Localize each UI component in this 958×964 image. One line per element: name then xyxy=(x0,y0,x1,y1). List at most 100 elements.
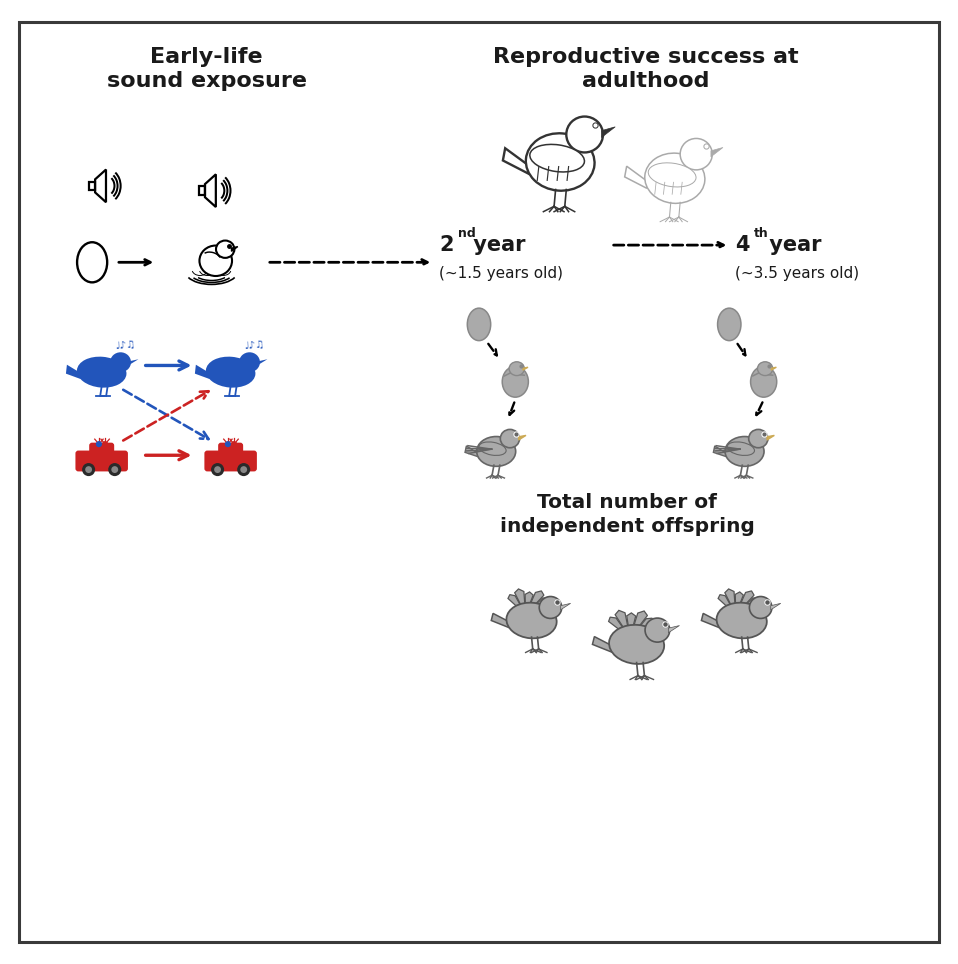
Circle shape xyxy=(96,442,103,447)
Circle shape xyxy=(238,463,250,476)
Circle shape xyxy=(215,467,221,473)
Polygon shape xyxy=(592,636,612,653)
Ellipse shape xyxy=(725,437,764,467)
Polygon shape xyxy=(770,603,781,610)
Ellipse shape xyxy=(749,597,772,619)
Circle shape xyxy=(240,467,247,473)
Ellipse shape xyxy=(645,618,670,642)
Polygon shape xyxy=(718,595,736,615)
Ellipse shape xyxy=(240,352,260,372)
Circle shape xyxy=(108,463,122,476)
Polygon shape xyxy=(630,621,664,638)
Polygon shape xyxy=(767,436,774,440)
Polygon shape xyxy=(66,364,80,379)
Polygon shape xyxy=(630,618,653,638)
Polygon shape xyxy=(129,360,139,364)
Text: ♩♪♫: ♩♪♫ xyxy=(115,339,136,351)
Ellipse shape xyxy=(77,242,107,282)
Ellipse shape xyxy=(609,625,664,664)
Circle shape xyxy=(211,463,224,476)
Polygon shape xyxy=(526,591,544,615)
Ellipse shape xyxy=(213,362,244,378)
Polygon shape xyxy=(491,613,509,628)
Ellipse shape xyxy=(530,145,584,172)
Polygon shape xyxy=(526,601,559,615)
Polygon shape xyxy=(735,592,743,615)
Polygon shape xyxy=(523,367,528,370)
Text: 2: 2 xyxy=(439,235,453,255)
FancyBboxPatch shape xyxy=(89,442,114,457)
Polygon shape xyxy=(711,147,723,157)
Circle shape xyxy=(231,442,238,447)
Polygon shape xyxy=(615,610,630,638)
Polygon shape xyxy=(625,166,647,188)
Circle shape xyxy=(111,467,118,473)
Polygon shape xyxy=(259,360,267,364)
Polygon shape xyxy=(508,595,526,615)
Circle shape xyxy=(225,442,231,447)
Polygon shape xyxy=(630,611,648,638)
Ellipse shape xyxy=(749,429,768,447)
Polygon shape xyxy=(232,247,238,252)
Ellipse shape xyxy=(718,308,741,340)
Polygon shape xyxy=(560,603,571,610)
FancyBboxPatch shape xyxy=(204,450,257,471)
Ellipse shape xyxy=(717,602,766,638)
Polygon shape xyxy=(714,446,727,457)
Polygon shape xyxy=(194,364,210,379)
Ellipse shape xyxy=(502,366,529,397)
FancyBboxPatch shape xyxy=(76,450,128,471)
Polygon shape xyxy=(465,446,479,457)
Circle shape xyxy=(82,463,95,476)
Polygon shape xyxy=(608,617,630,638)
Text: year: year xyxy=(762,235,821,255)
Polygon shape xyxy=(503,148,528,174)
Ellipse shape xyxy=(500,429,519,447)
Polygon shape xyxy=(627,613,636,638)
Ellipse shape xyxy=(77,357,126,388)
Ellipse shape xyxy=(216,241,235,258)
Polygon shape xyxy=(736,598,759,615)
Text: Early-life
sound exposure: Early-life sound exposure xyxy=(106,47,307,92)
Polygon shape xyxy=(725,589,736,615)
Circle shape xyxy=(85,467,92,473)
Text: th: th xyxy=(754,228,769,240)
Ellipse shape xyxy=(206,357,256,388)
Polygon shape xyxy=(771,367,776,370)
Polygon shape xyxy=(602,127,615,138)
Text: Total number of
independent offspring: Total number of independent offspring xyxy=(500,494,755,536)
Circle shape xyxy=(103,442,108,447)
Polygon shape xyxy=(526,598,548,615)
Ellipse shape xyxy=(727,442,755,455)
Ellipse shape xyxy=(645,153,705,203)
Ellipse shape xyxy=(199,246,232,276)
Ellipse shape xyxy=(539,597,561,619)
Polygon shape xyxy=(736,591,754,615)
Text: (~1.5 years old): (~1.5 years old) xyxy=(439,266,563,281)
Ellipse shape xyxy=(680,139,712,170)
Text: Reproductive success at
adulthood: Reproductive success at adulthood xyxy=(493,47,799,92)
Polygon shape xyxy=(514,589,526,615)
Ellipse shape xyxy=(649,163,696,187)
Ellipse shape xyxy=(468,308,490,340)
Polygon shape xyxy=(525,592,534,615)
Ellipse shape xyxy=(509,362,524,376)
Text: nd: nd xyxy=(458,228,476,240)
Ellipse shape xyxy=(750,366,777,397)
Ellipse shape xyxy=(477,437,515,467)
Polygon shape xyxy=(736,601,768,615)
Ellipse shape xyxy=(758,362,773,376)
Text: 4: 4 xyxy=(735,235,749,255)
Ellipse shape xyxy=(526,133,595,191)
Ellipse shape xyxy=(507,602,557,638)
Text: year: year xyxy=(466,235,525,255)
Ellipse shape xyxy=(110,352,131,372)
Text: (~3.5 years old): (~3.5 years old) xyxy=(735,266,859,281)
Polygon shape xyxy=(701,613,719,628)
Polygon shape xyxy=(518,436,526,440)
Ellipse shape xyxy=(566,117,603,152)
Polygon shape xyxy=(669,626,679,632)
Ellipse shape xyxy=(83,362,115,378)
FancyBboxPatch shape xyxy=(218,442,243,457)
Ellipse shape xyxy=(479,442,506,455)
